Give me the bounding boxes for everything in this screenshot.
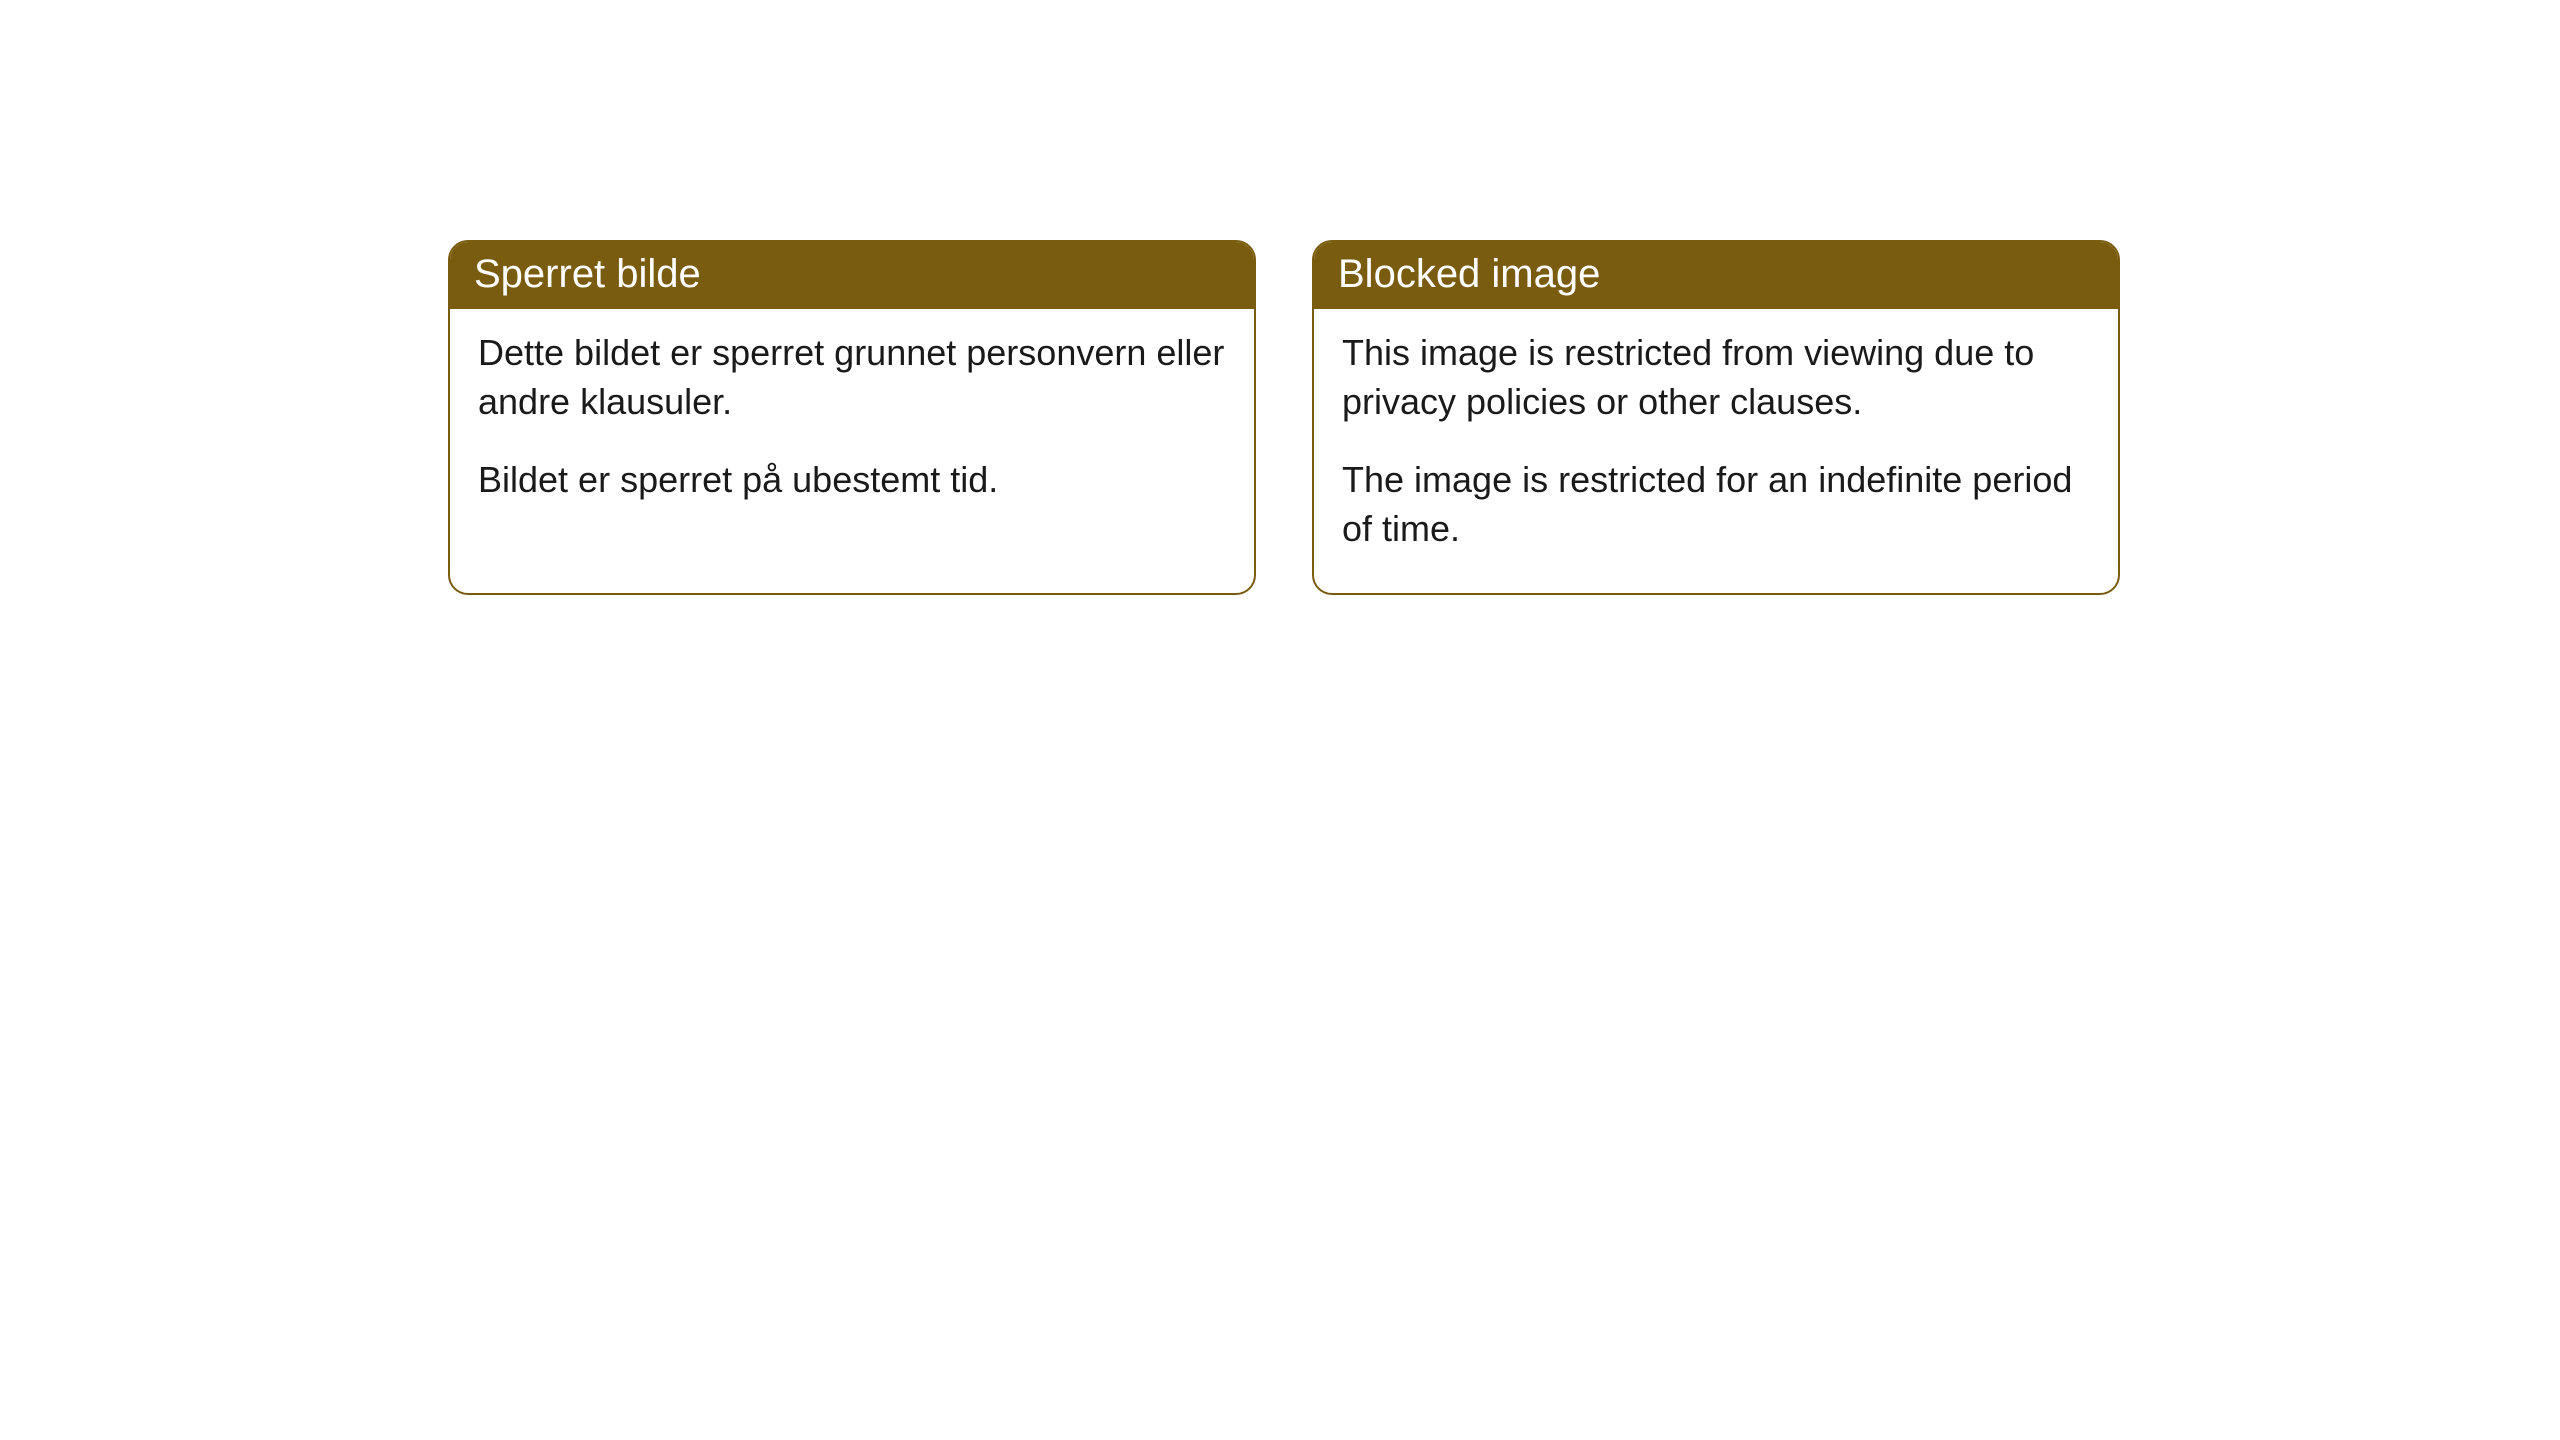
card-body-norwegian: Dette bildet er sperret grunnet personve… [450, 309, 1254, 545]
card-paragraph-1: This image is restricted from viewing du… [1342, 329, 2090, 426]
notice-cards-container: Sperret bilde Dette bildet er sperret gr… [0, 0, 2560, 595]
card-title: Blocked image [1338, 252, 1600, 296]
card-body-english: This image is restricted from viewing du… [1314, 309, 2118, 593]
card-header-english: Blocked image [1314, 242, 2118, 309]
card-title: Sperret bilde [474, 252, 701, 296]
blocked-image-card-english: Blocked image This image is restricted f… [1312, 240, 2120, 595]
card-paragraph-2: The image is restricted for an indefinit… [1342, 456, 2090, 553]
card-paragraph-1: Dette bildet er sperret grunnet personve… [478, 329, 1226, 426]
blocked-image-card-norwegian: Sperret bilde Dette bildet er sperret gr… [448, 240, 1256, 595]
card-paragraph-2: Bildet er sperret på ubestemt tid. [478, 456, 1226, 505]
card-header-norwegian: Sperret bilde [450, 242, 1254, 309]
